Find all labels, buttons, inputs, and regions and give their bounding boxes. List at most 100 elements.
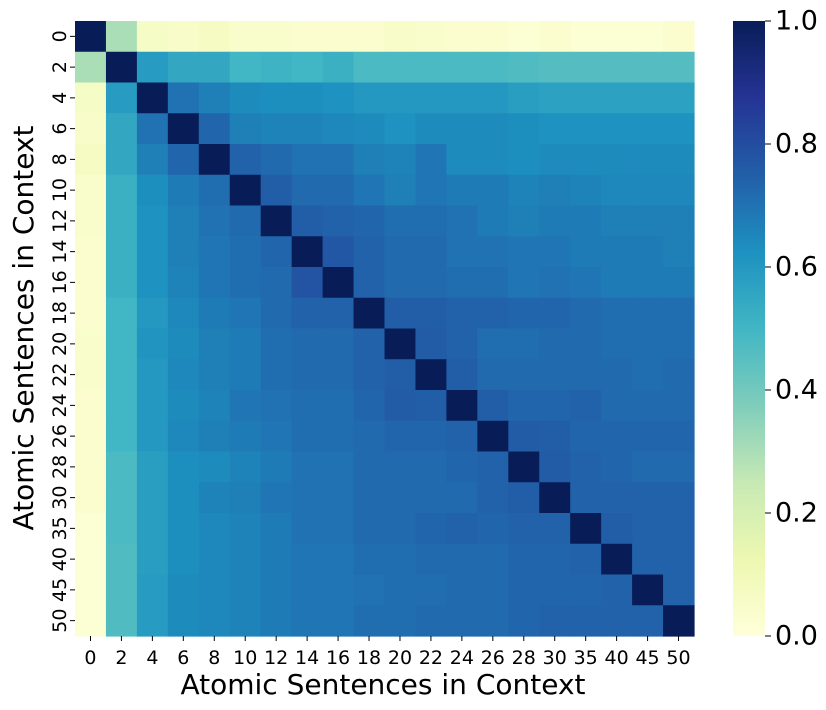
heatmap-cell [167,359,200,391]
heatmap-cell [539,174,571,207]
heatmap-cell [75,297,107,330]
heatmap-cell [291,451,324,483]
heatmap-cell [632,543,664,576]
heatmap-cell [353,51,386,84]
heatmap-cell [539,236,571,268]
heatmap-cell [75,236,107,268]
heatmap-cell [384,513,417,545]
heatmap-cell [539,513,571,545]
heatmap-cell [229,144,262,176]
heatmap-cell [105,420,138,453]
heatmap-cell [229,328,262,360]
heatmap-cell [167,574,200,606]
heatmap-cell [446,267,478,299]
heatmap-cell [136,205,169,237]
heatmap-cell [136,328,169,360]
heatmap-cell [477,390,509,422]
heatmap-cell [136,236,169,268]
heatmap-cell [632,328,664,360]
heatmap-cell [415,297,447,330]
heatmap-cell [229,513,262,545]
y-tick-label: 22 [49,363,71,387]
heatmap-cell [167,297,200,330]
x-tick-label: 10 [233,647,257,669]
heatmap-cell [570,513,602,545]
heatmap-cell [446,205,478,237]
heatmap-cell [477,328,509,360]
heatmap-cell [415,574,447,606]
heatmap-cell [477,451,509,483]
heatmap-cell [446,144,478,176]
heatmap-cell [291,21,324,53]
heatmap-cell [632,420,664,453]
heatmap-cell [198,359,231,391]
heatmap-cell [446,451,478,483]
heatmap-cell [508,543,540,576]
heatmap-cell [198,482,231,514]
y-tick-label: 26 [49,424,71,448]
heatmap-cell [663,144,695,176]
heatmap-cell [291,297,324,330]
heatmap-cell [105,174,138,207]
heatmap-cell [415,328,447,360]
heatmap-cell [415,605,447,637]
y-tick-label: 10 [49,178,71,202]
heatmap-cell [229,574,262,606]
heatmap-cell [477,82,509,114]
heatmap-cell [415,21,447,53]
heatmap-cell [384,359,417,391]
heatmap-cell [663,451,695,483]
heatmap-cell [446,513,478,545]
y-axis-label: Atomic Sentences in Context [7,125,40,530]
heatmap-cell [353,297,386,330]
y-tick-label: 12 [49,209,71,233]
heatmap-cell [167,205,200,237]
heatmap-cell [260,297,293,330]
heatmap-cell [508,21,540,53]
heatmap-cell [601,267,633,299]
heatmap-cell [570,605,602,637]
heatmap-cell [415,451,447,483]
heatmap-cell [632,82,664,114]
heatmap-cell [322,328,355,360]
y-tick-label: 40 [49,547,71,571]
heatmap-cell [353,420,386,453]
heatmap-cell [105,359,138,391]
heatmap-cell [477,359,509,391]
heatmap-cell [663,574,695,606]
heatmap-cell [167,605,200,637]
heatmap-cell [291,174,324,207]
heatmap-cell [353,543,386,576]
heatmap-cell [198,51,231,84]
heatmap-cell [570,420,602,453]
heatmap-cell [260,513,293,545]
heatmap-cell [384,267,417,299]
heatmap-cell [198,267,231,299]
heatmap-cell [75,21,107,53]
heatmap-cell [384,82,417,114]
heatmap-cell [415,420,447,453]
heatmap-cell [384,482,417,514]
heatmap-cell [353,451,386,483]
heatmap-cell [508,205,540,237]
heatmap-cell [198,451,231,483]
heatmap-cell [663,267,695,299]
heatmap-cell [632,21,664,53]
heatmap-cell [663,51,695,84]
heatmap-cell [539,451,571,483]
heatmap-cell [477,174,509,207]
heatmap-cell [601,328,633,360]
heatmap-cell [260,605,293,637]
heatmap-cell [291,51,324,84]
heatmap-cell [508,328,540,360]
heatmap-cell [322,113,355,145]
heatmap-cell [570,543,602,576]
heatmap-cell [539,328,571,360]
heatmap-cell [229,82,262,114]
heatmap-cell [136,21,169,53]
heatmap-cell [384,390,417,422]
heatmap-cell [477,543,509,576]
heatmap-cell [663,359,695,391]
heatmap-cell [508,144,540,176]
heatmap-cell [446,51,478,84]
